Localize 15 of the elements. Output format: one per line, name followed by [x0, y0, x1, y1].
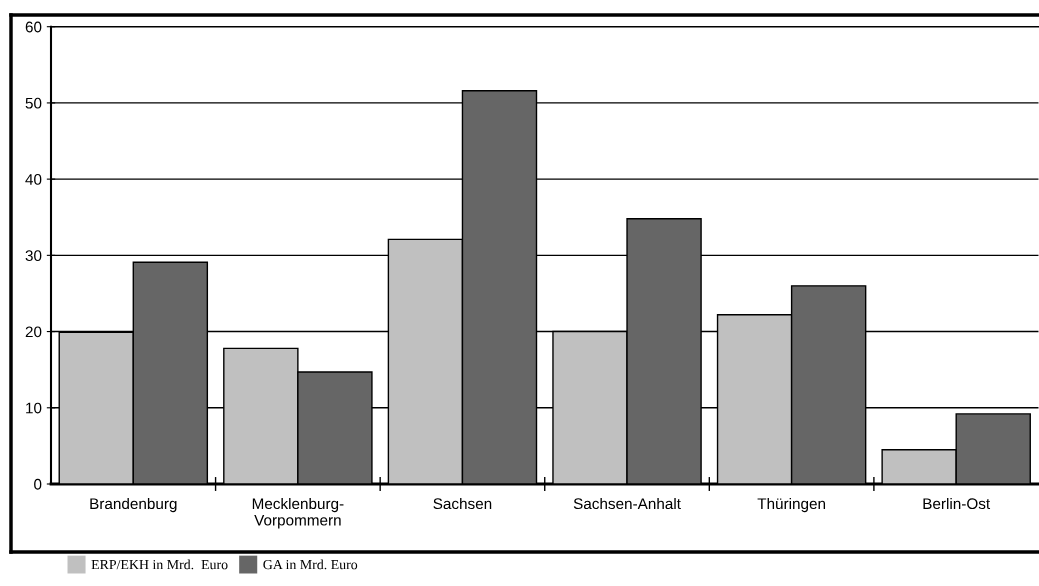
- y-tick-label: 20: [25, 326, 42, 338]
- y-tick-label: 30: [25, 250, 42, 262]
- y-tick-label: 60: [25, 21, 42, 33]
- y-tick-label: 0: [34, 478, 42, 490]
- legend-label: ERP/EKH in Mrd. Euro: [91, 559, 228, 570]
- x-tick-label: Sachsen: [433, 497, 492, 510]
- x-tick-label: Thüringen: [757, 497, 826, 513]
- x-tick-label: Mecklenburg- Vorpommern: [252, 497, 344, 529]
- legend-label: GA in Mrd. Euro: [263, 559, 358, 570]
- y-tick-label: 40: [25, 174, 42, 185]
- x-tick-label: Berlin-Ost: [923, 497, 991, 510]
- x-tick-label: Sachsen-Anhalt: [573, 497, 681, 510]
- y-tick-label: 10: [26, 402, 42, 414]
- x-tick-label: Brandenburg: [90, 497, 177, 513]
- y-tick-label: 50: [25, 97, 42, 109]
